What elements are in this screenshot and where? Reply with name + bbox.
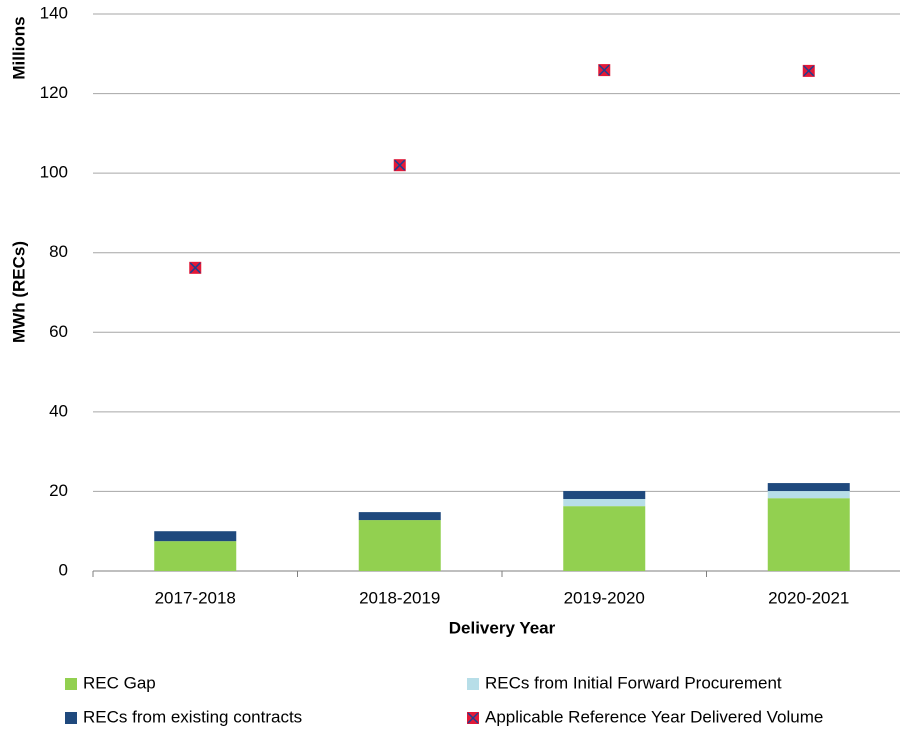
bar-segment — [154, 541, 237, 571]
x-tick-label: 2019-2020 — [564, 588, 645, 607]
scatter-point — [189, 261, 202, 274]
marker-cross — [467, 712, 479, 724]
legend-swatch — [65, 712, 77, 724]
bar-segment — [563, 506, 646, 571]
legend-label: RECs from existing contracts — [83, 707, 302, 726]
x-tick-label: 2018-2019 — [359, 588, 440, 607]
legend-label: REC Gap — [83, 673, 156, 692]
marker-cross — [598, 64, 610, 76]
scatter-point — [802, 64, 815, 77]
y-axis-title: MWh (RECs) — [9, 241, 28, 343]
scatter-point — [598, 64, 611, 77]
bar-segment — [563, 498, 646, 507]
legend-swatch — [65, 678, 77, 690]
bar-segment — [767, 498, 850, 571]
bar-segment — [767, 491, 850, 499]
bar-segment — [767, 483, 850, 492]
bar-segment — [563, 491, 646, 499]
marker-cross — [189, 262, 201, 274]
x-tick-label: 2020-2021 — [768, 588, 849, 607]
y-tick-label: 80 — [49, 242, 68, 261]
y-tick-label: 40 — [49, 401, 68, 420]
y-tick-label: 140 — [40, 3, 68, 22]
bar-segment — [358, 512, 441, 521]
x-axis-title: Delivery Year — [449, 618, 556, 637]
y-tick-label: 60 — [49, 322, 68, 341]
marker-cross — [394, 159, 406, 171]
scatter-point — [393, 159, 406, 172]
marker-cross — [803, 65, 815, 77]
legend-label: Applicable Reference Year Delivered Volu… — [485, 707, 823, 726]
y-tick-label: 120 — [40, 83, 68, 102]
y-tick-label: 100 — [40, 163, 68, 182]
legend-swatch — [467, 712, 479, 724]
legend-label: RECs from Initial Forward Procurement — [485, 673, 782, 692]
bar-segment — [358, 520, 441, 571]
y-unit-label: Millions — [9, 16, 28, 79]
legend-swatch — [467, 678, 479, 690]
bar-segment — [154, 531, 237, 542]
x-tick-label: 2017-2018 — [155, 588, 236, 607]
y-tick-label: 20 — [49, 481, 68, 500]
y-tick-label: 0 — [59, 560, 68, 579]
